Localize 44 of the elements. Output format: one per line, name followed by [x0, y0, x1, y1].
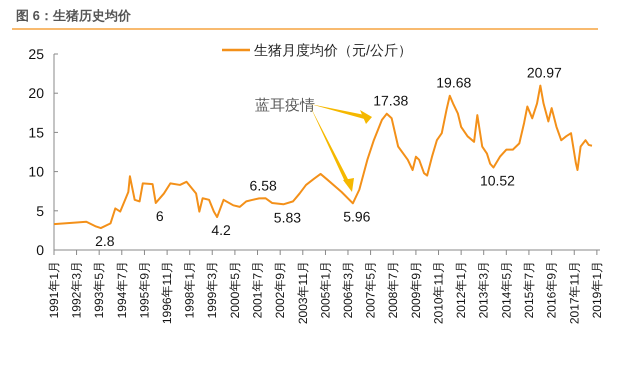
x-tick-label: 2000年5月 [228, 261, 242, 318]
y-tick-label: 25 [28, 46, 44, 62]
x-tick-label: 1994年7月 [114, 261, 129, 318]
x-tick-label: 2017年11月 [567, 261, 582, 324]
chart-title: 图 6：生猪历史均价 [16, 8, 132, 23]
x-tick-label: 2010年11月 [432, 261, 446, 324]
x-tick-label: 1995年9月 [137, 261, 152, 318]
x-tick-label: 1993年5月 [92, 261, 106, 318]
y-tick-label: 0 [36, 242, 44, 258]
annotation: 5.83 [274, 209, 302, 226]
y-tick-label: 15 [28, 124, 44, 140]
legend-label: 生猪月度均价（元/公斤） [254, 42, 412, 58]
x-tick-label: 2015年7月 [522, 261, 536, 318]
x-tick-label: 2001年7月 [250, 261, 265, 318]
annotation: 10.52 [480, 172, 516, 189]
x-tick-label: 1992年3月 [70, 261, 84, 318]
y-tick-label: 10 [28, 164, 44, 180]
annotation: 6 [156, 208, 164, 224]
annotation: 2.8 [95, 233, 115, 250]
x-tick-label: 1991年1月 [47, 261, 61, 318]
annotation: 19.68 [436, 74, 472, 91]
x-tick-label: 2002年9月 [273, 261, 288, 318]
annotation: 6.58 [250, 177, 277, 194]
y-tick-label: 5 [36, 202, 44, 219]
x-tick-label: 2009年9月 [408, 261, 423, 318]
x-tick-label: 2008年7月 [386, 261, 400, 318]
annotation: 17.38 [373, 92, 408, 109]
x-tick-label: 2003年11月 [296, 261, 310, 324]
x-tick-label: 2014年5月 [499, 261, 514, 318]
x-tick-label: 2007年5月 [364, 261, 378, 318]
x-tick-label: 1996年11月 [160, 261, 174, 324]
x-tick-label: 2006年3月 [340, 261, 355, 318]
y-tick-label: 20 [28, 85, 44, 102]
x-tick-label: 2013年3月 [476, 261, 491, 318]
annotation: 蓝耳疫情 [255, 97, 315, 114]
annotation: 20.97 [526, 64, 562, 81]
x-tick-label: 1998年1月 [182, 261, 197, 318]
x-tick-label: 2005年1月 [318, 261, 332, 318]
annotation: 4.2 [211, 222, 232, 238]
x-tick-label: 1999年3月 [205, 261, 220, 318]
x-tick-label: 2016年9月 [544, 261, 559, 318]
annotation: 5.96 [343, 208, 371, 224]
x-tick-label: 2012年1月 [454, 261, 468, 318]
x-tick-label: 2019年1月 [590, 261, 604, 318]
